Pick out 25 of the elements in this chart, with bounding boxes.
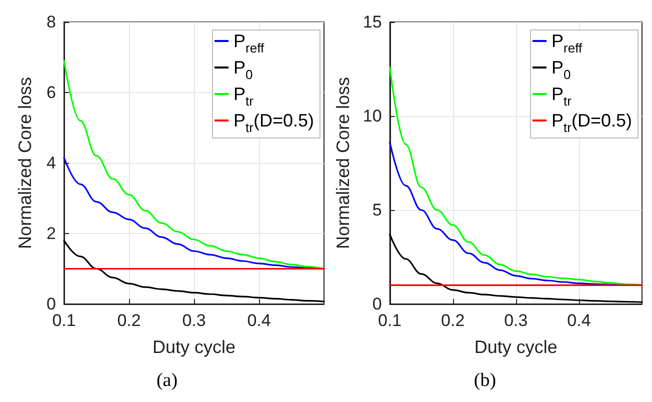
x-tick-label: 0.1: [52, 311, 76, 330]
x-tick-label: 0.1: [378, 311, 402, 330]
x-tick-label: 0.4: [247, 311, 271, 330]
y-tick-label: 5: [372, 200, 382, 220]
x-tick-label: 0.3: [504, 311, 528, 330]
y-tick-label: 4: [46, 154, 56, 172]
x-tick-label: 0.3: [182, 311, 206, 330]
y-axis-title: Normalized Core loss: [333, 76, 353, 250]
line-series: [63, 240, 325, 302]
x-tick-label: 0.2: [441, 311, 465, 330]
y-tick-label: 8: [46, 12, 56, 32]
y-tick-label: 6: [46, 83, 56, 102]
line-series: [63, 60, 325, 270]
x-axis-title: Duty cycle: [152, 337, 236, 357]
y-tick-label: 0: [46, 294, 56, 314]
y-tick-label: 15: [362, 12, 382, 32]
text: (a): [156, 370, 178, 391]
x-tick-label: 0.4: [567, 311, 591, 330]
y-tick-label: 10: [362, 106, 382, 126]
x-axis-title: Duty cycle: [474, 337, 558, 357]
x-tick-label: 0.2: [117, 311, 141, 330]
y-tick-label: 0: [372, 294, 382, 314]
y-axis-title: Normalized Core loss: [15, 76, 35, 250]
text: (b): [474, 370, 496, 391]
y-tick-label: 2: [46, 224, 56, 243]
